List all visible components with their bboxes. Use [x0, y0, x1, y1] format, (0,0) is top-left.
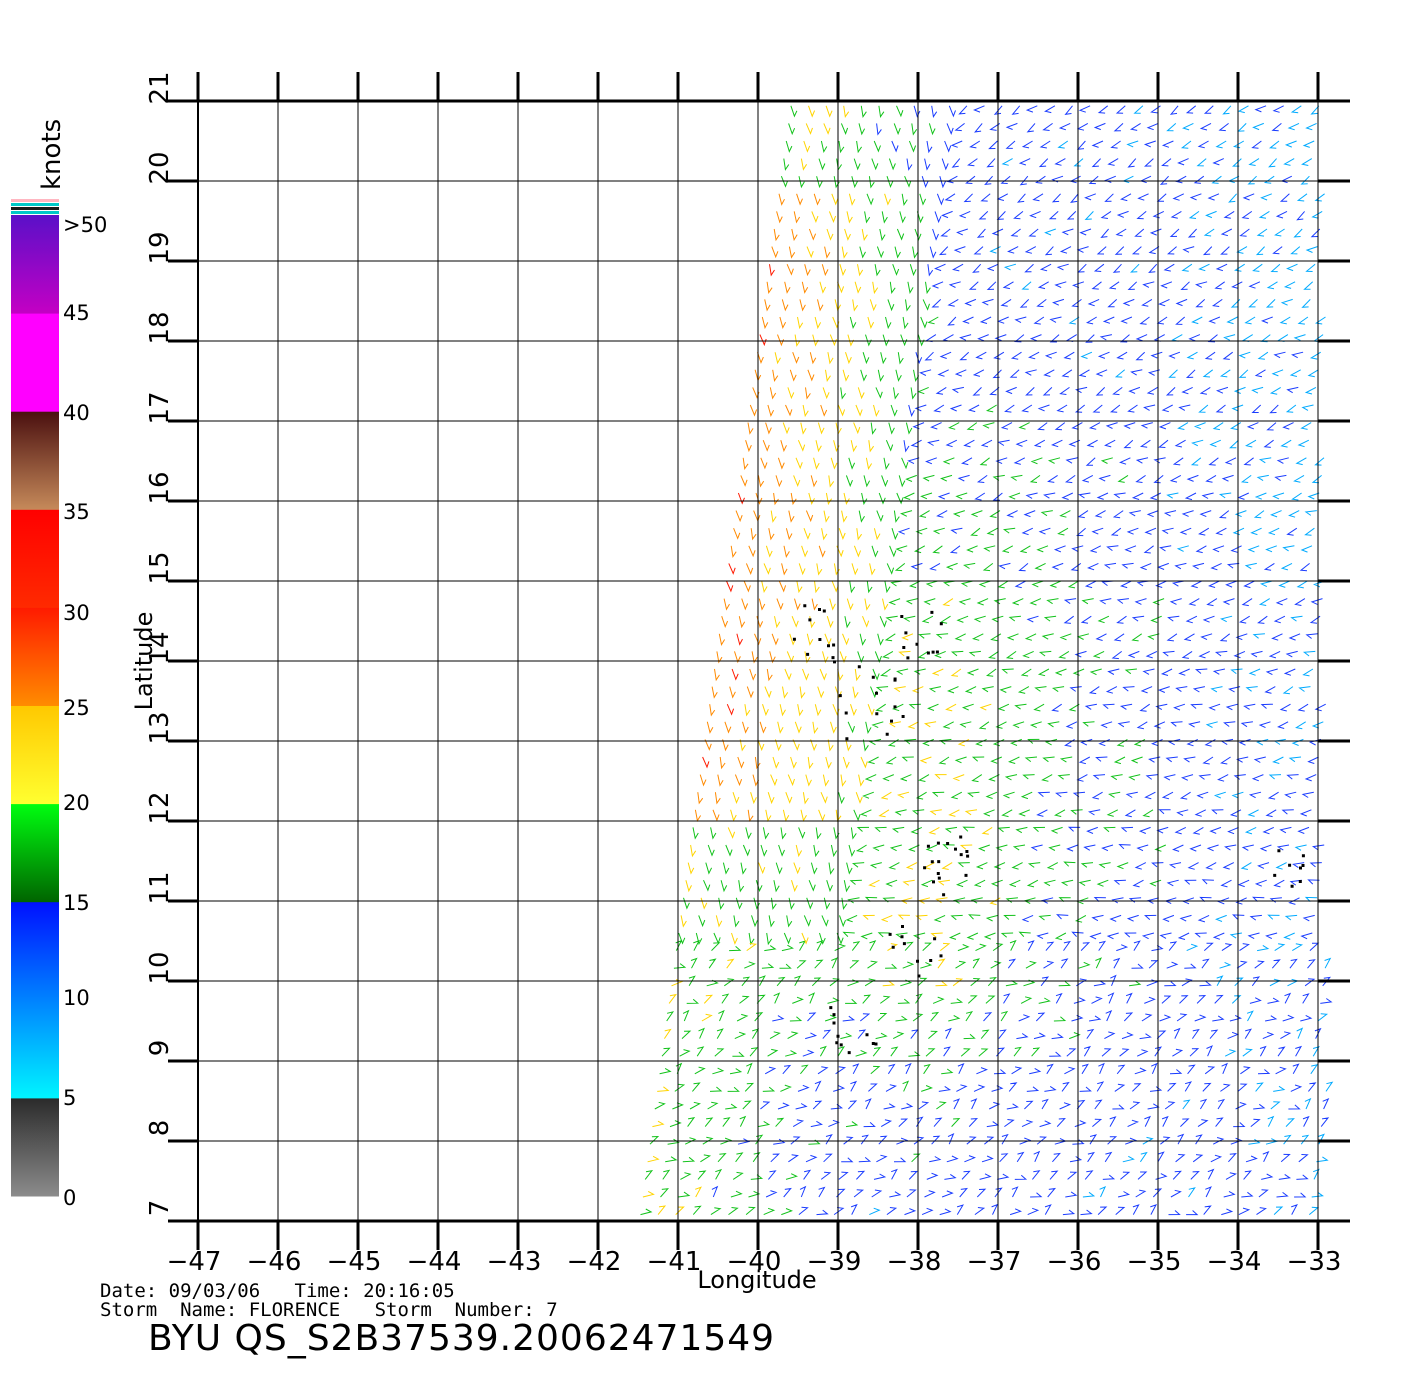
- lon-tick-label: −42: [567, 1247, 622, 1277]
- colorbar-top-stripe: [11, 199, 59, 202]
- colorbar-band: [11, 215, 59, 314]
- lon-tick-label: −47: [167, 1247, 222, 1277]
- lat-tick-label: 17: [145, 391, 175, 424]
- lat-tick-label: 19: [145, 231, 175, 264]
- axis-ticks: [168, 72, 1350, 1250]
- lat-tick-label: 21: [145, 71, 175, 104]
- lat-tick-label: 20: [145, 151, 175, 184]
- colorbar-tick-label: 35: [63, 500, 90, 524]
- wind-vector-group: [702, 264, 775, 769]
- wind-vector-group: [640, 105, 1166, 1216]
- lat-tick-label: 12: [145, 791, 175, 824]
- axis-tick-labels: −47 −46 −45 −44 −43 −42 −41 −40 −39 −38 −37 −36 −35−…: [145, 71, 1341, 1277]
- lon-tick-label: −36: [1047, 1247, 1102, 1277]
- lon-tick-label: −40: [727, 1247, 782, 1277]
- wind-vector-field: [640, 105, 1334, 1216]
- lat-tick-label: 18: [145, 311, 175, 344]
- colorbar-tick-label: 25: [63, 696, 90, 720]
- colorbar-tick-label: 10: [63, 986, 90, 1010]
- wind-vector-group: [711, 105, 1333, 1216]
- colorbar-band: [11, 607, 59, 706]
- wind-vector-group: [869, 105, 1334, 1216]
- lon-tick-label: −35: [1127, 1247, 1182, 1277]
- colorbar-band: [11, 901, 59, 1099]
- lon-tick-label: −45: [327, 1247, 382, 1277]
- lat-tick-label: 7: [145, 1200, 175, 1217]
- tick-marks: [168, 72, 1350, 1250]
- date-time-line: Date: 09/03/06 Time: 20:16:05: [100, 1282, 455, 1301]
- wind-vector-group: [642, 105, 1001, 1215]
- storm-name-value: FLORENCE: [248, 1299, 341, 1321]
- colorbar-band: [11, 705, 59, 805]
- colorbar-band: [11, 313, 59, 412]
- time-value: 20:16:05: [363, 1280, 455, 1302]
- product-id: BYU QS_S2B37539.20062471549: [148, 1318, 776, 1359]
- storm-line: Storm Name: FLORENCE Storm Number: 7: [100, 1301, 558, 1320]
- colorbar-tick-label: 40: [63, 401, 90, 425]
- colorbar-tick-label: 45: [63, 301, 90, 325]
- lat-tick-label: 13: [145, 711, 175, 744]
- colorbar-top-stripe: [11, 207, 59, 210]
- colorbar-unit-label: knots: [37, 119, 67, 190]
- lat-tick-label: 8: [145, 1120, 175, 1137]
- rain-flag-markers: [792, 604, 1305, 1055]
- lon-tick-label: −46: [247, 1247, 302, 1277]
- lat-tick-label: 15: [145, 551, 175, 584]
- lon-tick-label: −39: [807, 1247, 862, 1277]
- wind-speed-colorbar: 0 5 10 15 20 25 30 35 40 45 >50: [11, 199, 107, 1210]
- colorbar-top-stripe: [11, 211, 59, 214]
- colorbar-tick-label: 15: [63, 891, 90, 915]
- lon-tick-label: −38: [887, 1247, 942, 1277]
- y-axis-label: Latitude: [130, 612, 158, 711]
- colorbar-tick-label: >50: [63, 213, 107, 237]
- lat-tick-label: 14: [145, 631, 175, 664]
- colorbar-top-stripe: [11, 203, 59, 206]
- lat-tick-label: 16: [145, 471, 175, 504]
- lat-tick-label: 11: [145, 871, 175, 904]
- colorbar-tick-label: 5: [63, 1086, 76, 1110]
- storm-number-label: Storm Number:: [374, 1299, 535, 1321]
- date-label: Date:: [100, 1280, 158, 1302]
- colorbar-band: [11, 803, 59, 903]
- wind-vector-group: [694, 193, 831, 823]
- colorbar-band: [11, 1097, 59, 1197]
- colorbar-tick-label: 0: [63, 1186, 76, 1210]
- rain-flag: [792, 604, 1305, 1055]
- date-value: 09/03/06: [168, 1280, 261, 1302]
- colorbar-band: [11, 509, 59, 608]
- lat-tick-label: 9: [145, 1040, 175, 1057]
- lat-tick-label: 10: [145, 951, 175, 984]
- storm-name-label: Storm Name:: [100, 1299, 238, 1321]
- lon-tick-label: −41: [647, 1247, 702, 1277]
- lon-tick-label: −43: [487, 1247, 542, 1277]
- lon-tick-label: −34: [1207, 1247, 1262, 1277]
- colorbar-tick-label: 30: [63, 601, 90, 625]
- lon-tick-label: −33: [1287, 1247, 1342, 1277]
- colorbar-tick-label: 20: [63, 791, 90, 815]
- lon-tick-label: −37: [967, 1247, 1022, 1277]
- storm-number-value: 7: [546, 1299, 558, 1321]
- time-label: Time:: [294, 1280, 352, 1302]
- x-axis-label: Longitude: [697, 1266, 816, 1294]
- lon-tick-label: −44: [407, 1247, 462, 1277]
- colorbar-band: [11, 411, 59, 510]
